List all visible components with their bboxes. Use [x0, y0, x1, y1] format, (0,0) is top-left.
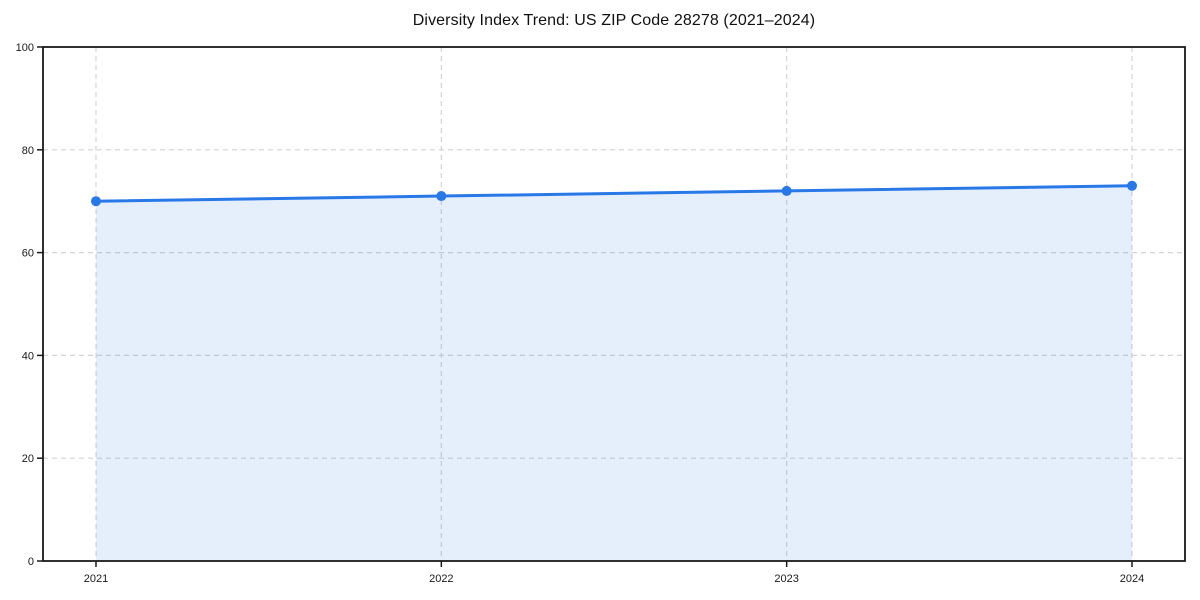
trend-line — [94, 184, 1134, 203]
y-tick-label: 100 — [16, 42, 34, 54]
chart-title: Diversity Index Trend: US ZIP Code 28278… — [412, 12, 816, 29]
x-tick-label: 2022 — [429, 573, 453, 585]
y-tick-label: 20 — [22, 453, 34, 465]
y-axis: 0 20 40 60 80 100 — [16, 42, 43, 568]
y-tick-label: 80 — [22, 145, 34, 157]
data-point-marker — [1127, 180, 1138, 191]
data-point-marker — [436, 191, 447, 202]
y-tick-label: 0 — [28, 556, 34, 568]
x-tick-label: 2024 — [1120, 573, 1144, 585]
y-tick-label: 40 — [22, 350, 34, 362]
data-point-marker — [90, 196, 101, 207]
area-fill — [95, 185, 1133, 561]
plot-border — [42, 46, 1186, 562]
y-tick-label: 60 — [22, 248, 34, 260]
markers — [90, 180, 1138, 207]
x-tick-label: 2023 — [774, 573, 798, 585]
data-point-marker — [781, 185, 792, 196]
x-tick-label: 2021 — [84, 573, 108, 585]
x-axis: 2021 2022 2023 2024 — [84, 561, 1144, 585]
